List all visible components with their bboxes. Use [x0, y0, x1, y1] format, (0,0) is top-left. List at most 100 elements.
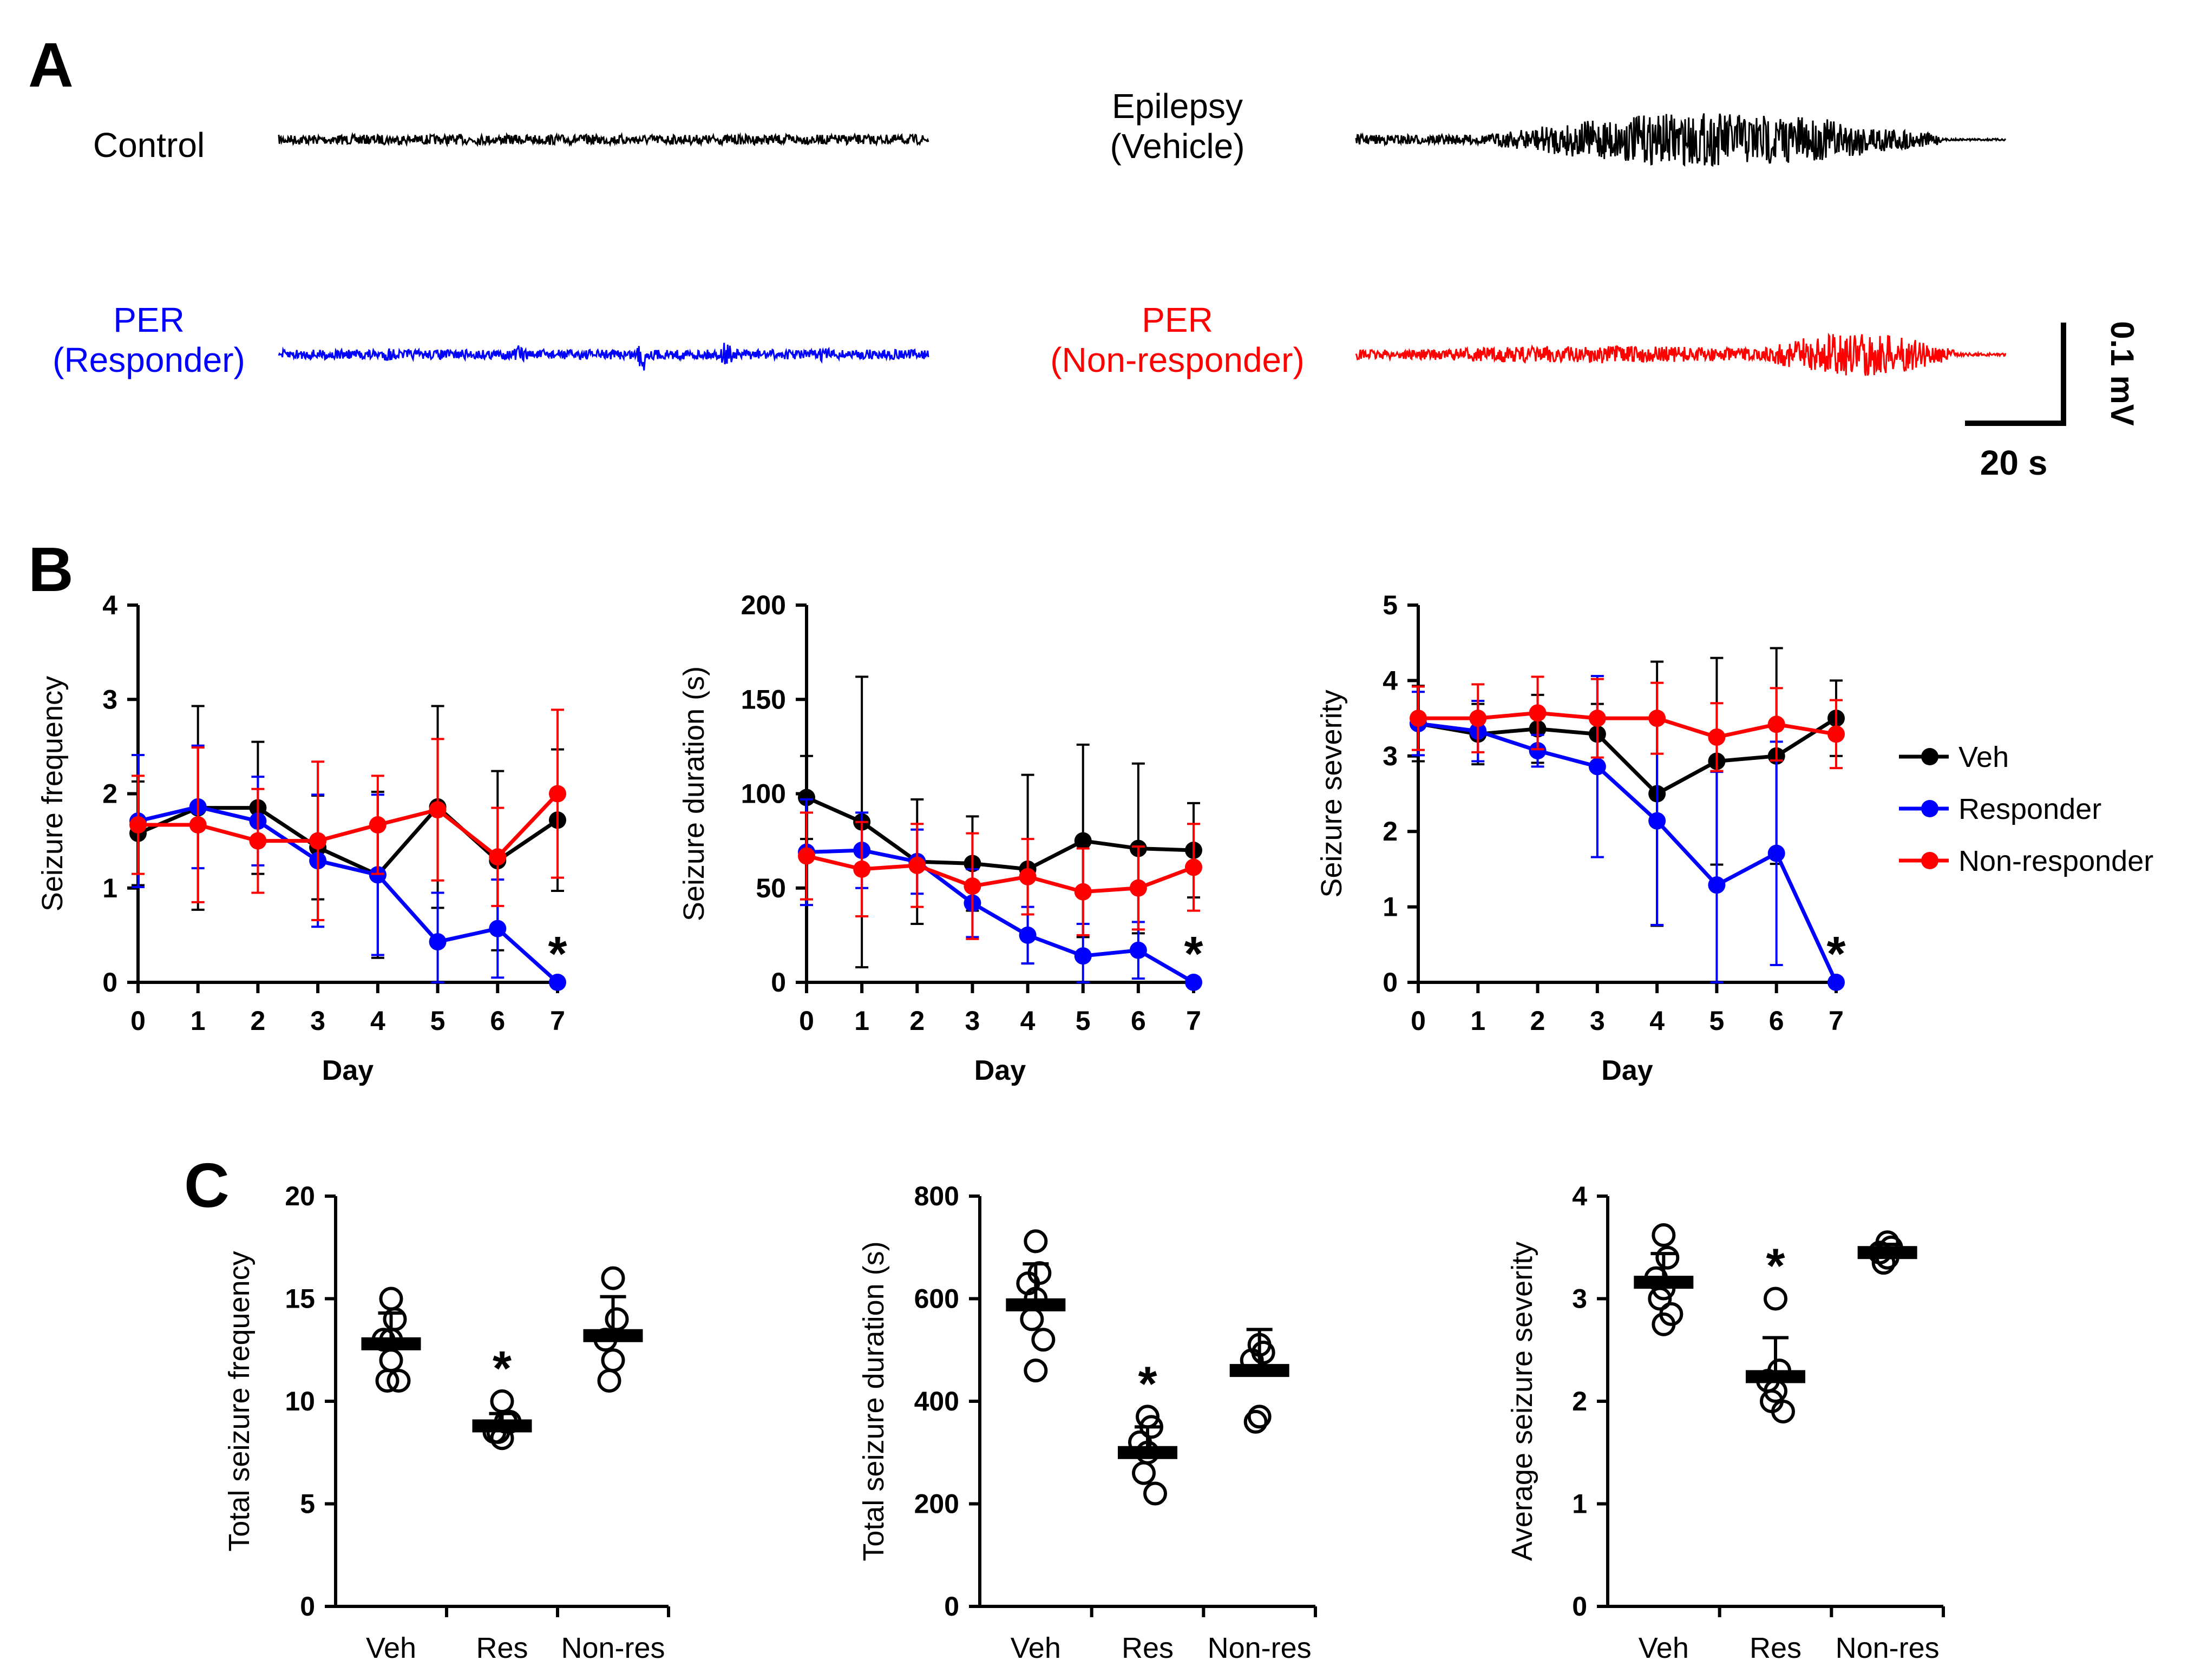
data-point — [1764, 1287, 1787, 1311]
data-point — [489, 848, 507, 866]
data-point — [1074, 832, 1092, 850]
data-point — [1129, 941, 1147, 959]
scale-bar-time-label: 20 s — [1980, 443, 2048, 482]
x-tick-label: 0 — [1411, 1006, 1426, 1036]
data-point — [429, 801, 447, 819]
data-point — [597, 1369, 621, 1393]
chart-B1: 0 1 2 3 4 Seizure frequency 0 1 2 3 4 5 6 7 Day * — [36, 590, 567, 1086]
y-tick-label: 3 — [102, 684, 117, 714]
group-veh — [1006, 1229, 1066, 1383]
x-category-label: Res — [1750, 1632, 1802, 1664]
trace-label: (Responder) — [53, 340, 245, 379]
y-tick-label: 200 — [741, 590, 786, 620]
y-tick-label: 2 — [1383, 816, 1398, 846]
x-tick-label: 6 — [490, 1006, 505, 1036]
trace-line — [278, 132, 929, 148]
eeg-traces: ControlEpilepsy(Vehicle)PER(Responder)PE… — [53, 87, 2007, 379]
panel-label-b: B — [28, 534, 74, 605]
significance-star: * — [1826, 927, 1845, 981]
y-tick-label: 4 — [102, 590, 117, 620]
legend-swatch-marker — [1921, 748, 1938, 765]
y-tick-label: 5 — [300, 1489, 315, 1519]
panel-label-a: A — [28, 30, 74, 100]
y-tick-label: 0 — [1383, 967, 1398, 997]
x-category-label: Non-res — [1208, 1632, 1312, 1664]
significance-star: * — [1184, 927, 1203, 981]
data-point — [964, 877, 981, 895]
trace-label: PER — [113, 300, 185, 339]
data-point — [189, 816, 207, 834]
legend-item: Non-responder — [1899, 845, 2153, 877]
y-tick-label: 3 — [1572, 1284, 1587, 1314]
data-point — [1469, 710, 1487, 727]
y-tick-label: 2 — [1572, 1386, 1587, 1416]
x-tick-label: 4 — [1649, 1006, 1665, 1036]
data-point — [853, 860, 871, 878]
x-axis-title: Day — [974, 1055, 1026, 1086]
data-point — [1655, 1245, 1680, 1270]
data-point — [1529, 704, 1547, 722]
data-point — [1588, 758, 1606, 776]
y-tick-label: 0 — [102, 967, 117, 997]
data-point — [1652, 1223, 1676, 1248]
x-tick-label: 2 — [909, 1006, 925, 1036]
group-non-res — [583, 1266, 643, 1393]
data-point — [1648, 710, 1666, 727]
data-point — [601, 1266, 625, 1290]
data-point — [605, 1307, 629, 1331]
group-res — [1746, 1287, 1805, 1423]
data-point — [1024, 1359, 1048, 1383]
x-category-label: Non-res — [561, 1632, 665, 1664]
data-point — [1139, 1415, 1163, 1439]
data-point — [1648, 812, 1666, 830]
group-veh — [1634, 1223, 1694, 1336]
x-tick-label: 7 — [550, 1006, 565, 1036]
y-tick-label: 1 — [102, 873, 117, 903]
x-tick-label: 0 — [799, 1006, 814, 1036]
y-tick-label: 2 — [102, 779, 117, 809]
x-tick-label: 1 — [854, 1006, 869, 1036]
trace-responder: PER(Responder) — [53, 300, 929, 379]
data-point — [429, 933, 447, 951]
y-axis-title: Total seizure duration (s) — [857, 1241, 890, 1561]
trace-label: (Vehicle) — [1110, 127, 1245, 166]
data-point — [549, 785, 566, 803]
data-point — [1243, 1409, 1268, 1434]
data-point — [129, 816, 147, 834]
group-non-res — [1857, 1230, 1917, 1275]
y-tick-label: 10 — [285, 1386, 315, 1416]
y-tick-label: 50 — [756, 873, 786, 903]
x-tick-label: 4 — [1020, 1006, 1036, 1036]
x-category-label: Veh — [366, 1632, 416, 1664]
x-tick-label: 5 — [430, 1006, 446, 1036]
x-tick-label: 7 — [1186, 1006, 1201, 1036]
panel-label-c: C — [184, 1150, 230, 1220]
series-line — [138, 792, 559, 859]
x-category-label: Non-res — [1836, 1632, 1940, 1664]
y-tick-label: 0 — [300, 1591, 315, 1622]
significance-star: * — [1138, 1357, 1157, 1411]
data-point — [386, 1369, 411, 1393]
x-tick-label: 6 — [1131, 1006, 1146, 1036]
data-point — [309, 832, 327, 850]
data-point — [375, 1369, 399, 1393]
x-category-label: Res — [476, 1632, 528, 1664]
x-category-label: Veh — [1639, 1632, 1689, 1664]
y-tick-label: 4 — [1572, 1181, 1587, 1211]
data-point — [489, 920, 507, 937]
data-point — [601, 1348, 625, 1373]
y-tick-label: 3 — [1383, 741, 1398, 771]
significance-star: * — [493, 1342, 512, 1396]
x-tick-label: 5 — [1709, 1006, 1725, 1036]
series-line — [805, 796, 1194, 871]
series-veh — [1410, 647, 1845, 927]
data-point — [1024, 1229, 1048, 1254]
significance-star: * — [548, 927, 567, 981]
legend-label: Non-responder — [1958, 845, 2153, 877]
trace-label: Epilepsy — [1112, 87, 1243, 126]
trace-epilepsy: Epilepsy(Vehicle) — [1110, 87, 2007, 167]
series-non-responder — [798, 811, 1202, 940]
x-tick-label: 2 — [251, 1006, 266, 1036]
data-point — [1708, 876, 1726, 894]
